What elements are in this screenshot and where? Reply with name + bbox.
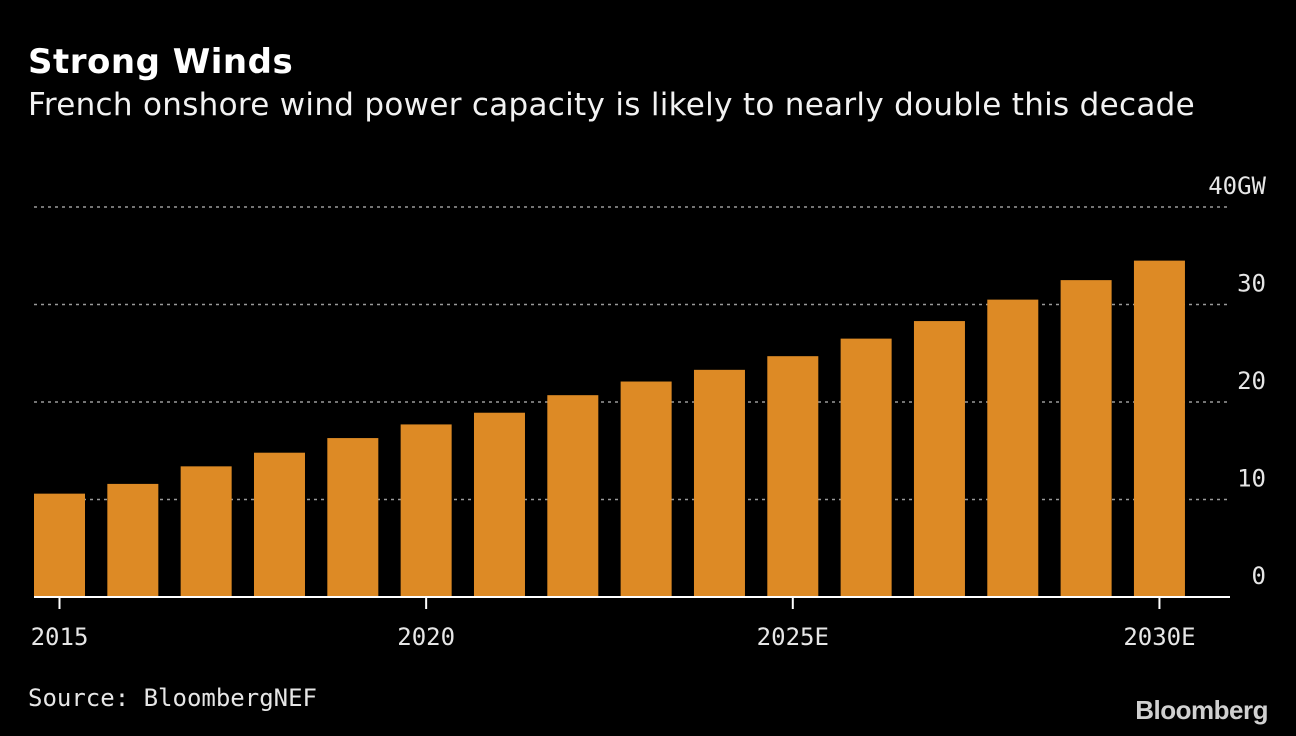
- x-tick-label-2025: 2025E: [757, 623, 829, 651]
- y-axis-labels: 0 10 20 30 40GW: [1208, 172, 1266, 590]
- bar-2030: [1133, 260, 1185, 597]
- x-tick-label-2030: 2030E: [1123, 623, 1195, 651]
- y-tick-label-0: 0: [1252, 562, 1266, 590]
- bar-2023: [620, 381, 672, 597]
- bar-2029: [1060, 280, 1112, 597]
- bar-2027: [913, 321, 965, 597]
- x-tick-label-2020: 2020: [397, 623, 455, 651]
- bar-2016: [107, 483, 159, 597]
- y-tick-label-10: 10: [1237, 465, 1266, 493]
- bars: [34, 260, 1185, 597]
- bloomberg-logo: Bloomberg: [1135, 695, 1268, 725]
- bar-2026: [840, 338, 892, 597]
- bar-2021: [473, 412, 525, 597]
- bar-2020: [400, 424, 452, 597]
- bar-2028: [987, 299, 1039, 597]
- source-note: Source: BloombergNEF: [28, 684, 317, 712]
- bar-2018: [253, 452, 305, 597]
- bar-2019: [327, 438, 379, 597]
- bar-2025: [767, 356, 819, 597]
- y-tick-label-30: 30: [1237, 270, 1266, 298]
- x-tick-label-2015: 2015: [31, 623, 89, 651]
- x-axis: [34, 596, 1230, 609]
- bar-2024: [693, 369, 745, 597]
- bar-2015: [34, 493, 85, 597]
- bar-2017: [180, 466, 232, 597]
- y-tick-label-40: 40GW: [1208, 172, 1266, 200]
- y-tick-label-20: 20: [1237, 367, 1266, 395]
- chart-subtitle: French onshore wind power capacity is li…: [28, 87, 1196, 123]
- chart-title: Strong Winds: [28, 42, 294, 82]
- x-axis-labels: 2015 2020 2025E 2030E: [31, 623, 1196, 651]
- bar-2022: [547, 395, 599, 597]
